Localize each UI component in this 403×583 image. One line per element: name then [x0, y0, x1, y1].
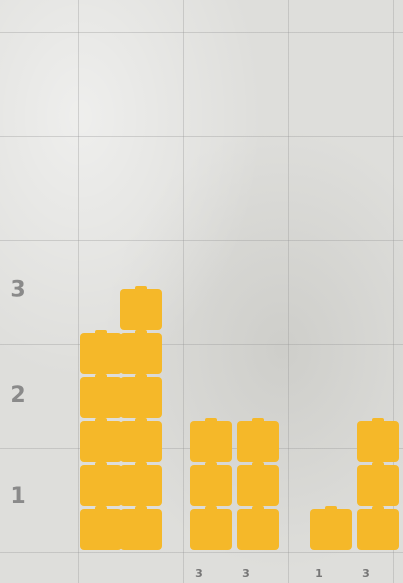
block-knob: [205, 506, 217, 512]
block: [80, 465, 122, 506]
y-tick-label: 2: [10, 383, 25, 408]
block-knob: [252, 418, 264, 424]
block: [80, 377, 122, 418]
block-stack: [80, 330, 122, 550]
block-knob: [372, 418, 384, 424]
block: [120, 333, 162, 374]
block-knob: [252, 462, 264, 468]
value-label: 3: [242, 567, 250, 580]
block-knob: [205, 418, 217, 424]
block-stack: [190, 418, 232, 550]
block-knob: [135, 418, 147, 424]
block-knob: [135, 506, 147, 512]
block-knob: [205, 462, 217, 468]
block-knob: [252, 506, 264, 512]
y-tick-label: 1: [10, 484, 25, 509]
block-knob: [95, 462, 107, 468]
block: [357, 465, 399, 506]
block-knob: [95, 418, 107, 424]
block-knob: [135, 330, 147, 336]
block: [120, 421, 162, 462]
block: [80, 421, 122, 462]
y-tick-label: 3: [10, 277, 25, 302]
block-knob: [95, 506, 107, 512]
block: [120, 289, 162, 330]
block: [120, 509, 162, 550]
block: [80, 509, 122, 550]
block-knob: [325, 506, 337, 512]
block-knob: [372, 462, 384, 468]
block-knob: [95, 330, 107, 336]
block-stack: [120, 286, 162, 550]
value-label: 3: [362, 567, 370, 580]
block: [310, 509, 352, 550]
block-stack: [310, 506, 352, 550]
block-knob: [135, 286, 147, 292]
block: [80, 333, 122, 374]
block: [237, 421, 279, 462]
block: [190, 509, 232, 550]
block-stack: [237, 418, 279, 550]
block: [237, 509, 279, 550]
block-knob: [135, 374, 147, 380]
block: [190, 421, 232, 462]
value-label: 3: [195, 567, 203, 580]
block-knob: [372, 506, 384, 512]
block: [120, 465, 162, 506]
block: [237, 465, 279, 506]
block: [190, 465, 232, 506]
value-label: 1: [315, 567, 323, 580]
block: [357, 421, 399, 462]
block: [357, 509, 399, 550]
block-stack: [357, 418, 399, 550]
block: [120, 377, 162, 418]
block-knob: [95, 374, 107, 380]
block-knob: [135, 462, 147, 468]
